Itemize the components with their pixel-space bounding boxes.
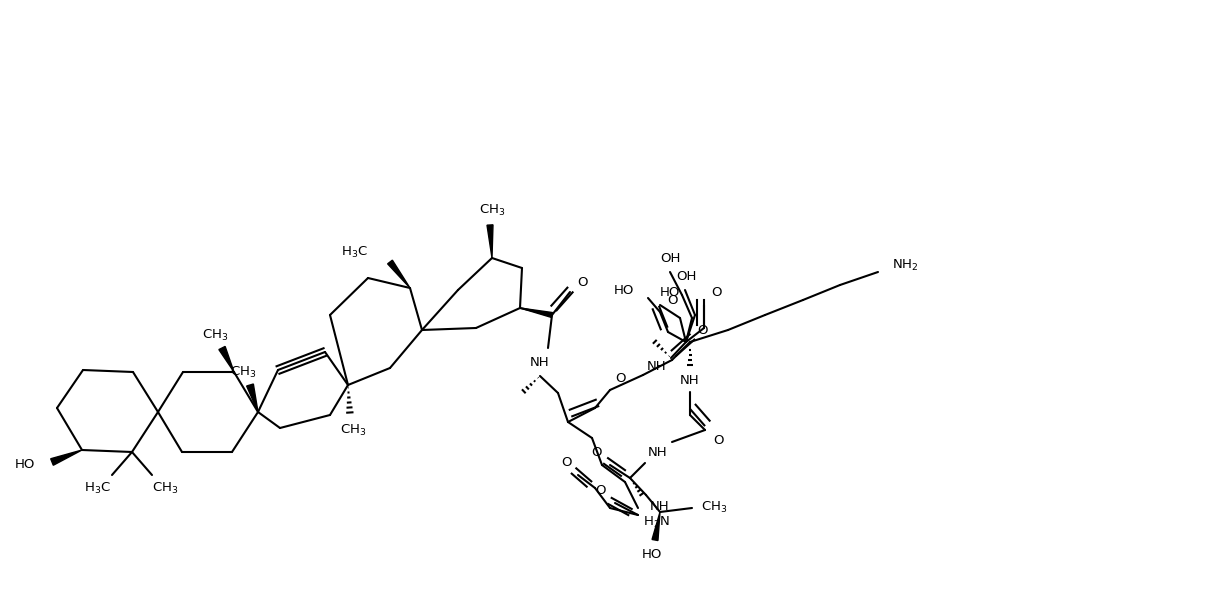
Polygon shape <box>652 512 660 541</box>
Text: O: O <box>615 371 626 385</box>
Text: NH: NH <box>680 374 700 386</box>
Text: OH: OH <box>660 252 680 264</box>
Text: H$_3$C: H$_3$C <box>84 480 111 496</box>
Text: NH: NH <box>650 501 669 514</box>
Text: CH$_3$: CH$_3$ <box>701 499 728 514</box>
Text: O: O <box>595 484 605 498</box>
Polygon shape <box>247 384 258 412</box>
Polygon shape <box>487 225 493 258</box>
Text: HO: HO <box>15 457 35 471</box>
Text: O: O <box>561 456 571 468</box>
Text: H$_3$C: H$_3$C <box>341 245 368 260</box>
Text: O: O <box>667 294 677 307</box>
Text: HO: HO <box>660 285 680 298</box>
Text: O: O <box>697 324 707 337</box>
Text: O: O <box>713 434 723 447</box>
Text: NH: NH <box>649 446 668 459</box>
Text: CH$_3$: CH$_3$ <box>340 422 366 438</box>
Text: OH: OH <box>675 270 696 282</box>
Text: O: O <box>590 446 601 459</box>
Polygon shape <box>388 260 410 288</box>
Text: O: O <box>711 285 722 298</box>
Text: HO: HO <box>641 548 662 560</box>
Polygon shape <box>51 450 82 465</box>
Polygon shape <box>219 346 234 372</box>
Polygon shape <box>520 308 553 318</box>
Text: CH$_3$: CH$_3$ <box>152 480 178 496</box>
Text: NH$_2$: NH$_2$ <box>892 258 918 273</box>
Text: HO: HO <box>613 283 634 297</box>
Text: H$_2$N: H$_2$N <box>643 514 669 530</box>
Text: CH$_3$: CH$_3$ <box>478 203 505 218</box>
Text: NH: NH <box>647 359 667 373</box>
Text: CH$_3$: CH$_3$ <box>202 328 229 343</box>
Text: CH$_3$: CH$_3$ <box>230 364 257 380</box>
Text: O: O <box>577 276 588 288</box>
Text: NH: NH <box>531 355 550 368</box>
